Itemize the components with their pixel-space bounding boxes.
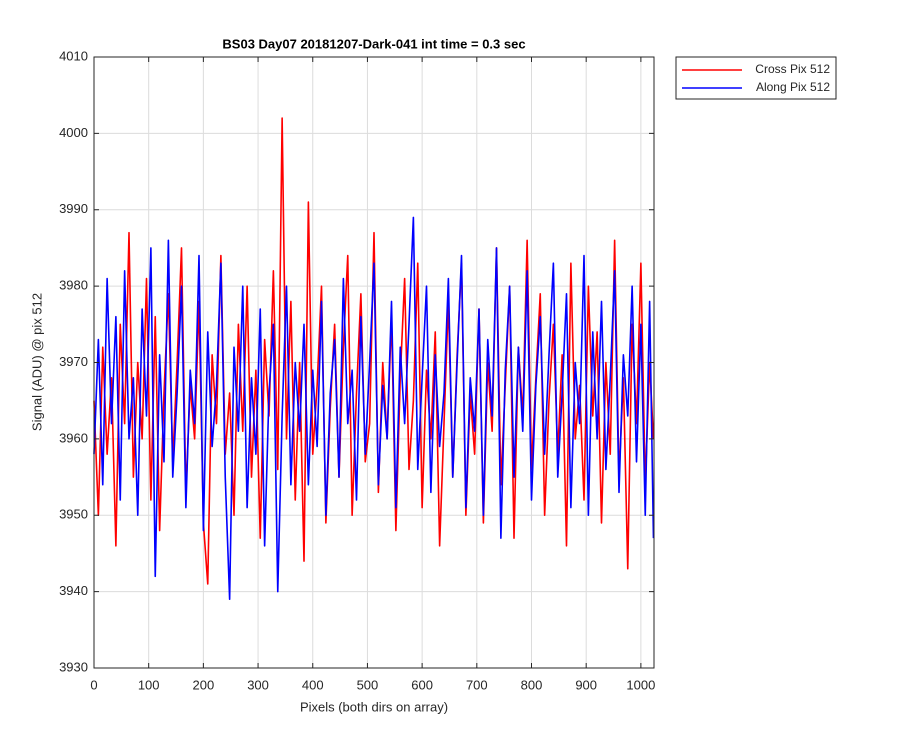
y-tick-label: 3940 <box>59 583 88 598</box>
x-axis-label: Pixels (both dirs on array) <box>300 699 448 714</box>
x-tick-label: 300 <box>247 677 269 692</box>
lines <box>93 117 655 601</box>
legend-label: Cross Pix 512 <box>755 62 830 76</box>
y-axis-label: Signal (ADU) @ pix 512 <box>29 293 44 431</box>
x-tick-label: 200 <box>193 677 215 692</box>
y-tick-label: 3990 <box>59 201 88 216</box>
legend-box <box>675 56 837 100</box>
x-tick-label: 0 <box>90 677 97 692</box>
x-tick-label: 500 <box>357 677 379 692</box>
y-tick-label: 3970 <box>59 354 88 369</box>
y-tick-label: 4000 <box>59 125 88 140</box>
ticks: 3930 3940 3950 3960 3970 3980 3990 4000 4010 0 100… <box>59 48 655 692</box>
x-tick-label: 900 <box>575 677 597 692</box>
y-tick-label: 3950 <box>59 507 88 522</box>
data-line <box>93 216 655 601</box>
y-tick-label: 3960 <box>59 430 88 445</box>
x-tick-label: 400 <box>302 677 324 692</box>
y-tick-label: 3930 <box>59 659 88 674</box>
chart-title: BS03 Day07 20181207-Dark-041 int time = … <box>222 36 525 51</box>
y-tick-label: 3980 <box>59 278 88 293</box>
legend: Cross Pix 512 Along Pix 512 <box>682 62 830 94</box>
x-tick-label: 600 <box>411 677 433 692</box>
x-tick-label: 100 <box>138 677 160 692</box>
x-tick-label: 800 <box>521 677 543 692</box>
x-tick-label: 700 <box>466 677 488 692</box>
y-tick-label: 4010 <box>59 48 88 63</box>
x-tick-label: 1000 <box>626 677 655 692</box>
legend-label: Along Pix 512 <box>756 80 830 94</box>
